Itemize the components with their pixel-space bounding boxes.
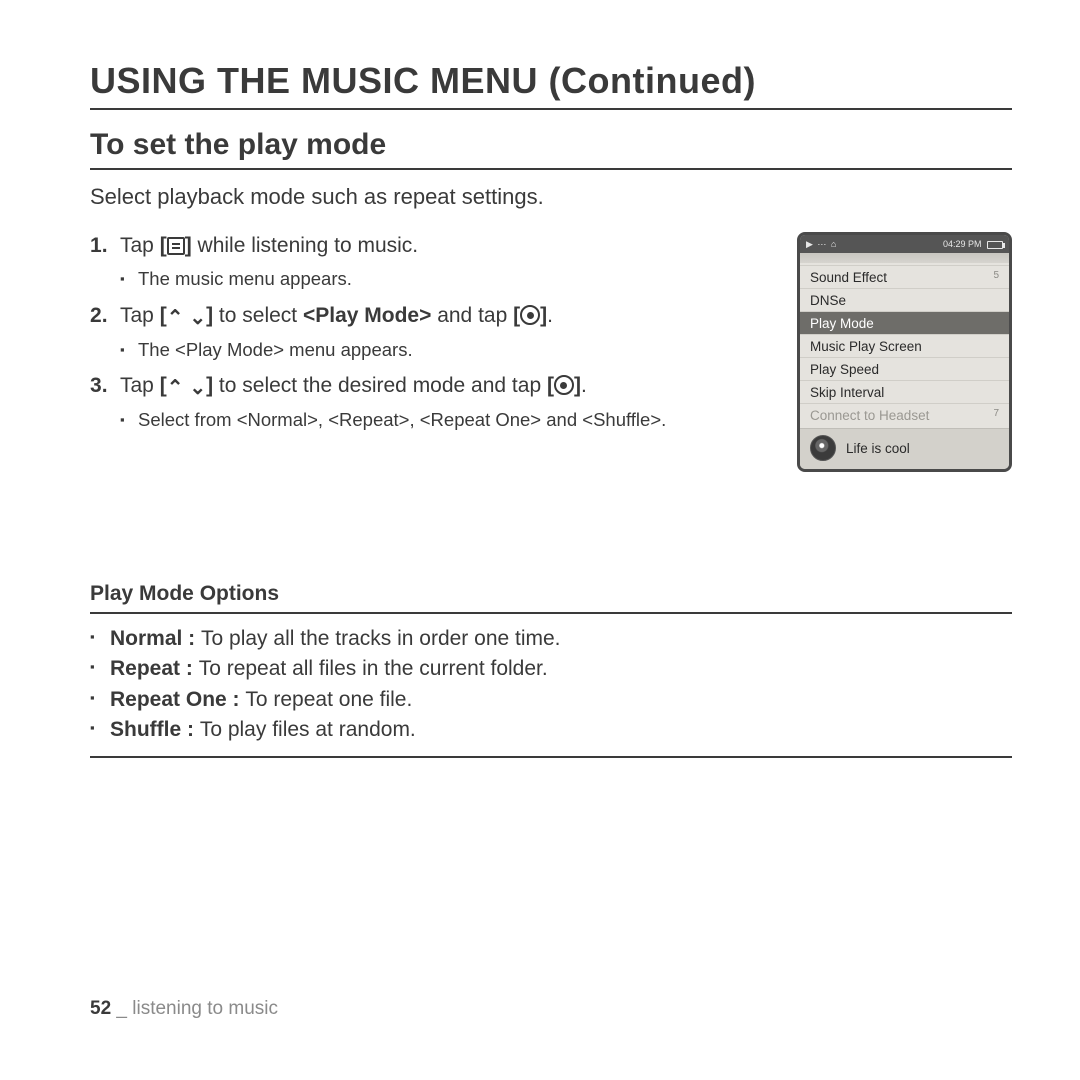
device-menu-item: Play Mode <box>800 311 1009 334</box>
step-sub: The music menu appears. <box>120 266 773 292</box>
device-status-bar: ▶ ⋯ ⌂ 04:29 PM <box>800 235 1009 253</box>
options-block: Play Mode Options Normal : To play all t… <box>90 582 1012 758</box>
page-title: USING THE MUSIC MENU (Continued) <box>90 60 1012 110</box>
option-item: Shuffle : To play files at random. <box>90 715 1012 745</box>
option-desc: To play files at random. <box>200 718 416 741</box>
device-menu-item: Connect to Headset7 <box>800 403 1009 426</box>
device-menu: Sound Effect5DNSePlay ModeMusic Play Scr… <box>800 263 1009 428</box>
battery-icon <box>987 241 1003 249</box>
status-time: 04:29 PM <box>943 239 982 249</box>
target-icon <box>554 375 574 395</box>
section-heading: To set the play mode <box>90 128 1012 170</box>
option-item: Normal : To play all the tracks in order… <box>90 624 1012 654</box>
step-sub: Select from <Normal>, <Repeat>, <Repeat … <box>120 407 773 433</box>
disc-icon <box>810 435 836 461</box>
device-menu-item: Skip Interval <box>800 380 1009 403</box>
step-3: Tap [⌃ ⌄] to select the desired mode and… <box>90 372 773 432</box>
status-icons: ▶ ⋯ ⌂ <box>806 239 837 250</box>
options-bottom-rule <box>90 756 1012 758</box>
option-name: Normal : <box>110 627 201 650</box>
step-text: Tap [⌃ ⌄] to select the desired mode and… <box>120 374 587 397</box>
page-number: 52 <box>90 998 111 1019</box>
option-name: Shuffle : <box>110 718 200 741</box>
section-intro: Select playback mode such as repeat sett… <box>90 184 1012 210</box>
step-2: Tap [⌃ ⌄] to select <Play Mode> and tap … <box>90 302 773 362</box>
option-name: Repeat : <box>110 657 199 680</box>
status-right: 04:29 PM <box>943 239 1003 249</box>
option-desc: To repeat one file. <box>245 688 412 711</box>
step-sub: The <Play Mode> menu appears. <box>120 337 773 363</box>
device-menu-item: Sound Effect5 <box>800 265 1009 288</box>
step-1: Tap [] while listening to music. The musi… <box>90 232 773 292</box>
step-text: Tap [⌃ ⌄] to select <Play Mode> and tap … <box>120 304 553 327</box>
device-menu-item: Music Play Screen <box>800 334 1009 357</box>
option-desc: To repeat all files in the current folde… <box>199 657 548 680</box>
device-header-strip <box>800 253 1009 263</box>
footer-sep: _ <box>111 998 132 1019</box>
page-footer: 52 _ listening to music <box>90 998 278 1020</box>
step-text: Tap [] while listening to music. <box>120 234 418 257</box>
device-now-playing: Life is cool <box>800 428 1009 469</box>
option-item: Repeat One : To repeat one file. <box>90 685 1012 715</box>
device-menu-item: Play Speed <box>800 357 1009 380</box>
device-menu-side: 7 <box>993 408 999 419</box>
option-desc: To play all the tracks in order one time… <box>201 627 561 650</box>
now-playing-text: Life is cool <box>846 441 910 456</box>
option-item: Repeat : To repeat all files in the curr… <box>90 654 1012 684</box>
option-name: Repeat One : <box>110 688 245 711</box>
steps-column: Tap [] while listening to music. The musi… <box>90 232 773 443</box>
options-heading: Play Mode Options <box>90 582 1012 614</box>
target-icon <box>520 305 540 325</box>
device-mockup: ▶ ⋯ ⌂ 04:29 PM Sound Effect5DNSePlay Mod… <box>797 232 1012 472</box>
menu-icon <box>167 236 185 256</box>
device-menu-side: 5 <box>993 270 999 281</box>
device-menu-item: DNSe <box>800 288 1009 311</box>
footer-chapter: listening to music <box>132 998 278 1019</box>
